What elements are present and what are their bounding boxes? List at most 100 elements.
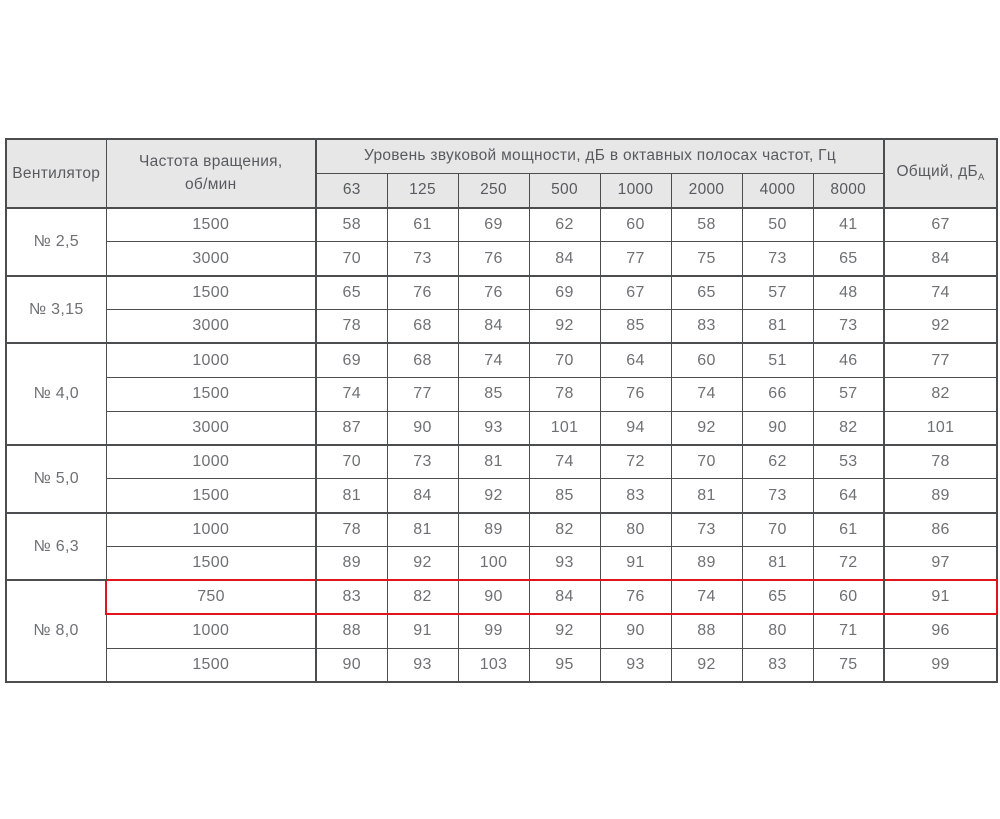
value-cell: 66 <box>741 376 814 412</box>
value-cell: 90 <box>386 410 459 446</box>
value-cell: 68 <box>386 309 459 344</box>
speed-cell: 1000 <box>105 613 317 649</box>
speed-cell: 1500 <box>105 647 317 683</box>
value-cell: 76 <box>386 274 459 311</box>
value-cell: 78 <box>315 309 388 344</box>
table-header: Вентилятор Частота вращения, об/мин Уров… <box>5 138 998 209</box>
value-cell: 84 <box>528 579 601 616</box>
freq-header-8000: 8000 <box>812 172 885 209</box>
value-cell: 88 <box>670 613 743 649</box>
value-cell: 85 <box>599 309 672 344</box>
table-row: 1500 90 93 103 95 93 92 83 75 99 <box>6 647 998 683</box>
value-cell: 72 <box>812 546 885 581</box>
value-cell: 76 <box>599 376 672 412</box>
value-cell: 73 <box>741 478 814 514</box>
speed-cell: 1500 <box>105 546 317 581</box>
fan-cell: № 3,15 <box>5 274 107 344</box>
value-cell: 88 <box>315 613 388 649</box>
value-cell: 77 <box>386 376 459 412</box>
value-cell: 83 <box>670 309 743 344</box>
value-cell: 78 <box>315 511 388 548</box>
value-cell: 68 <box>386 342 459 378</box>
total-cell: 96 <box>883 613 998 649</box>
value-cell: 83 <box>315 579 388 616</box>
fan-cell: № 4,0 <box>5 342 107 446</box>
total-cell: 97 <box>883 546 998 581</box>
value-cell: 74 <box>315 376 388 412</box>
value-cell: 73 <box>741 241 814 277</box>
fan-cell: № 2,5 <box>5 207 107 277</box>
total-header-label: Общий, дБ <box>896 163 978 181</box>
value-cell: 90 <box>457 579 530 616</box>
value-cell: 70 <box>670 444 743 480</box>
speed-cell: 1000 <box>105 444 317 480</box>
header-row-2: 63 125 250 500 1000 2000 4000 8000 <box>6 172 997 209</box>
speed-column-header: Частота вращения, об/мин <box>105 138 317 209</box>
value-cell: 99 <box>457 613 530 649</box>
total-cell: 86 <box>883 511 998 548</box>
total-cell: 92 <box>883 309 998 344</box>
value-cell: 65 <box>741 579 814 616</box>
value-cell: 60 <box>670 342 743 378</box>
value-cell: 84 <box>457 309 530 344</box>
value-cell: 61 <box>812 511 885 548</box>
value-cell: 84 <box>528 241 601 277</box>
value-cell: 93 <box>457 410 530 446</box>
value-cell: 65 <box>315 274 388 311</box>
fan-cell: № 6,3 <box>5 511 107 581</box>
value-cell: 90 <box>315 647 388 683</box>
value-cell: 92 <box>386 546 459 581</box>
speed-cell: 1500 <box>105 207 317 243</box>
freq-header-63: 63 <box>315 172 388 209</box>
value-cell: 65 <box>670 274 743 311</box>
value-cell: 82 <box>528 511 601 548</box>
fan-cell: № 5,0 <box>5 444 107 514</box>
value-cell: 75 <box>670 241 743 277</box>
table-row: № 3,15 1500 65 76 76 69 67 65 57 48 74 <box>5 274 998 344</box>
value-cell: 92 <box>670 410 743 446</box>
speed-cell: 1500 <box>105 376 317 412</box>
total-cell: 67 <box>883 207 998 243</box>
value-cell: 70 <box>315 444 388 480</box>
value-cell: 73 <box>670 511 743 548</box>
value-cell: 60 <box>812 579 885 616</box>
freq-header-4000: 4000 <box>741 172 814 209</box>
value-cell: 77 <box>599 241 672 277</box>
table-row: 1500 74 77 85 78 76 74 66 57 82 <box>6 376 998 412</box>
freq-header-125: 125 <box>386 172 459 209</box>
value-cell: 95 <box>528 647 601 683</box>
value-cell: 57 <box>741 274 814 311</box>
value-cell: 80 <box>599 511 672 548</box>
value-cell: 62 <box>528 207 601 243</box>
fan-column-header: Вентилятор <box>5 138 107 209</box>
value-cell: 70 <box>528 342 601 378</box>
value-cell: 69 <box>315 342 388 378</box>
value-cell: 53 <box>812 444 885 480</box>
value-cell: 78 <box>528 376 601 412</box>
value-cell: 100 <box>457 546 530 581</box>
value-cell: 57 <box>812 376 885 412</box>
table-row: 3000 87 90 93 101 94 92 90 82 101 <box>6 410 998 446</box>
table-row: 1000 88 91 99 92 90 88 80 71 96 <box>6 613 998 649</box>
value-cell: 85 <box>457 376 530 412</box>
speed-cell: 1500 <box>105 274 317 311</box>
value-cell: 65 <box>812 241 885 277</box>
value-cell: 64 <box>599 342 672 378</box>
value-cell: 84 <box>386 478 459 514</box>
table-row: 1500 89 92 100 93 91 89 81 72 97 <box>6 546 998 581</box>
value-cell: 81 <box>386 511 459 548</box>
total-cell: 74 <box>883 274 998 311</box>
fan-cell: № 8,0 <box>5 579 107 683</box>
total-column-header: Общий, дБА <box>883 138 998 209</box>
value-cell: 73 <box>812 309 885 344</box>
table-row: 3000 70 73 76 84 77 75 73 65 84 <box>6 241 998 277</box>
table-body: № 2,5 1500 58 61 69 62 60 58 50 41 67 3000 70 73 76 84 7… <box>5 207 999 683</box>
speed-cell: 1000 <box>105 511 317 548</box>
speed-cell: 3000 <box>105 309 317 344</box>
total-cell: 101 <box>883 410 998 446</box>
value-cell: 74 <box>457 342 530 378</box>
value-cell: 75 <box>812 647 885 683</box>
value-cell: 89 <box>670 546 743 581</box>
value-cell: 103 <box>457 647 530 683</box>
value-cell: 82 <box>812 410 885 446</box>
